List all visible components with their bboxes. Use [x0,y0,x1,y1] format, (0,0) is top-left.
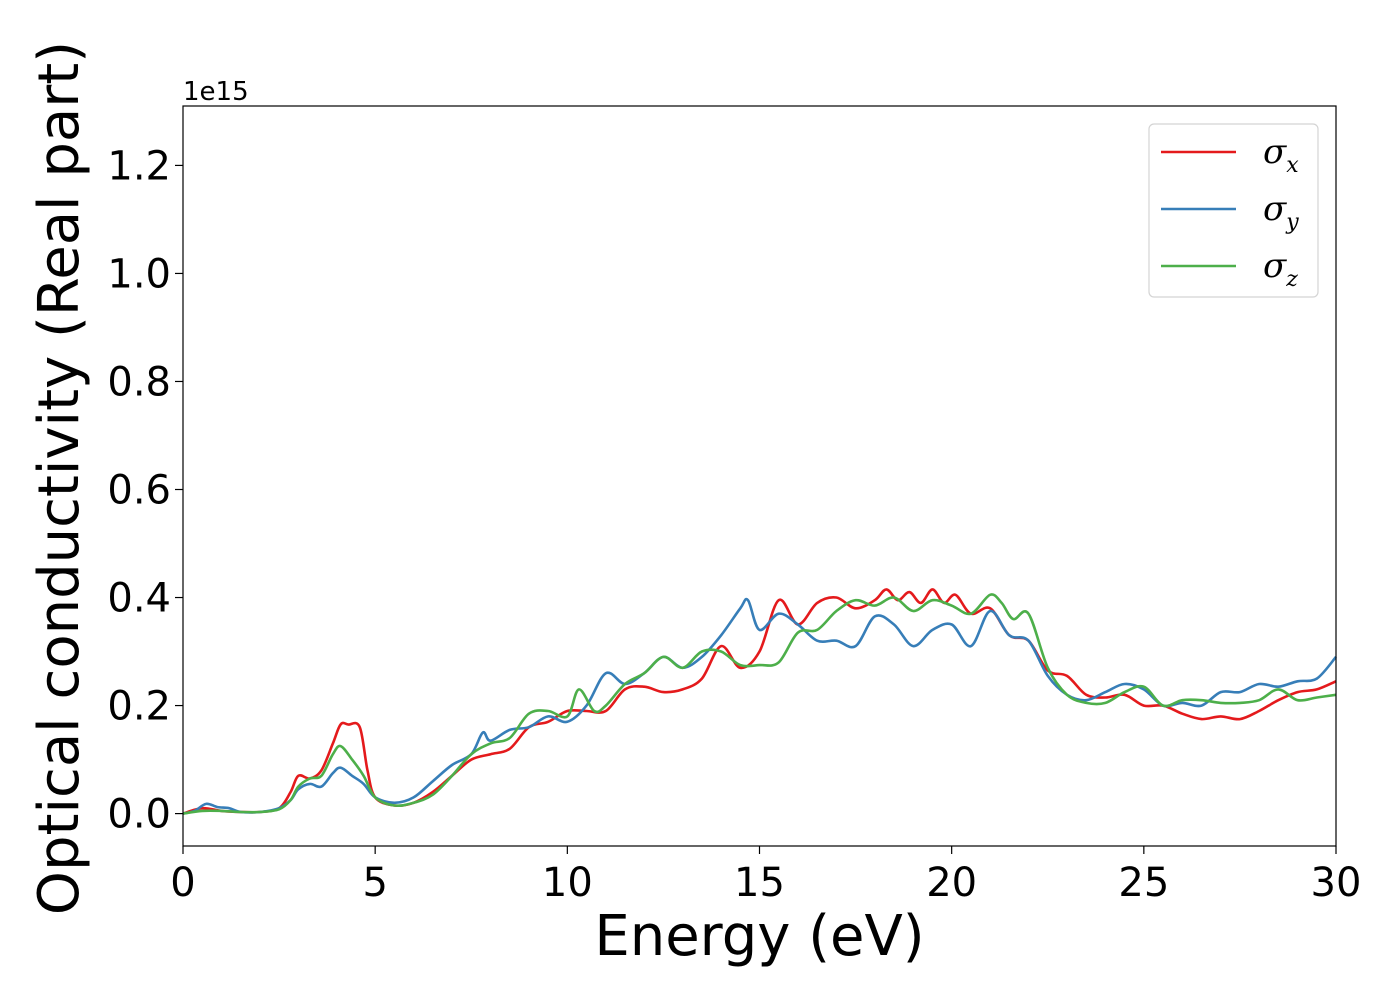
y-tick-label: 0.8 [107,359,171,405]
legend-label-sigma-y: σy [1263,189,1299,235]
series-line-sigma-z [182,593,1337,815]
y-tick-label: 1.2 [107,143,171,189]
y-tick-label: 0.2 [107,684,171,730]
legend-box [1148,123,1319,298]
y-tick-label: 1.0 [107,251,171,297]
x-tick-label: 10 [542,860,593,906]
x-axis-label: Energy (eV) [594,904,924,969]
y-tick-label: 0.6 [107,468,171,514]
x-tick-label: 15 [734,860,785,906]
y-tick-label: 0.4 [107,576,171,622]
x-tick-label: 5 [362,860,387,906]
ticks-layer: 0 5 10 15 20 25 30 0.0 0.2 0.4 0.6 0.8 1.0 1.2 [107,143,1361,906]
x-tick-label: 0 [170,860,195,906]
series-layer [182,588,1337,815]
x-tick-label: 30 [1311,860,1362,906]
x-tick-label: 20 [926,860,977,906]
x-tick-label: 25 [1118,860,1169,906]
legend-label-sigma-z: σz [1263,246,1298,292]
y-offset-label: 1e15 [183,77,249,107]
legend-label-sigma-x: σx [1263,132,1299,178]
series-line-sigma-y [182,597,1337,815]
y-tick-label: 0.0 [107,792,171,838]
y-axis-label: Optical conductivity (Real part) [27,41,92,915]
legend: σx σy σz [1148,123,1319,298]
